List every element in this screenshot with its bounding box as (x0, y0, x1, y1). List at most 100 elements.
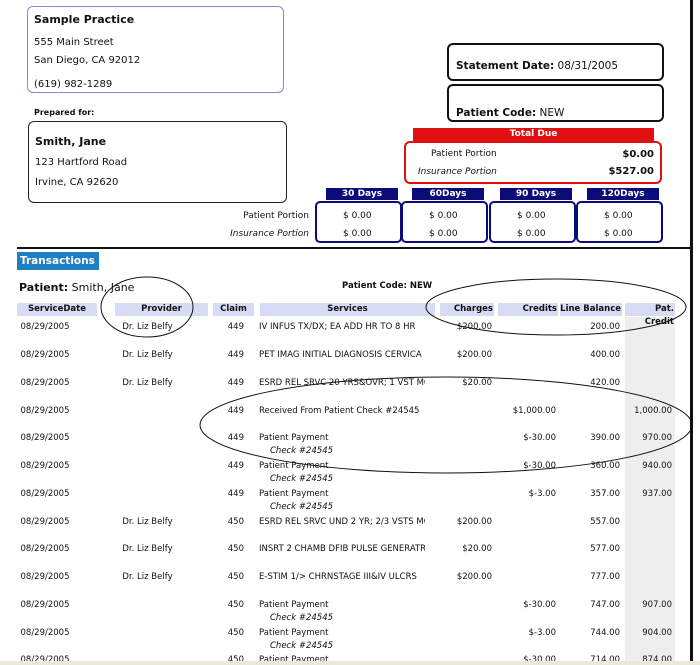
service-date: 08/29/2005 (20, 461, 70, 471)
line-balance: 577.00 (590, 544, 620, 554)
provider: Dr. Liz Belfy (122, 378, 173, 388)
prepared-for-box: Smith, Jane 123 Hartford Road Irvine, CA… (28, 121, 287, 203)
patient-label: Patient: (19, 281, 69, 294)
patient-city: Irvine, CA 92620 (35, 177, 119, 188)
prepared-for-label: Prepared for: (34, 108, 95, 117)
pat-credit: 970.00 (642, 433, 672, 443)
annotation-ellipse-columns (425, 278, 687, 336)
claim: 449 (227, 433, 244, 443)
credits: $-30.00 (523, 600, 556, 610)
service: E-STIM 1/> CHRNSTAGE III&IV ULCRS (259, 572, 417, 582)
service-date: 08/29/2005 (20, 655, 70, 665)
claim: 450 (227, 628, 244, 638)
right-border (690, 0, 693, 665)
statement-date: 08/31/2005 (557, 60, 619, 72)
pat-credit-column-bg (625, 317, 675, 665)
aging-insurance-value: $ 0.00 (429, 229, 458, 239)
line-balance: 357.00 (590, 489, 620, 499)
provider: Dr. Liz Belfy (122, 517, 173, 527)
pat-credit: 904.00 (642, 628, 672, 638)
credits: $-30.00 (523, 655, 556, 665)
aging-patient-value: $ 0.00 (604, 211, 633, 221)
column-header[interactable]: Charges (440, 303, 494, 316)
service: Patient Payment (259, 600, 329, 610)
claim: 449 (227, 378, 244, 388)
aging-bucket-label: 60Days (412, 188, 484, 200)
total-due-box: Patient Portion $0.00 Insurance Portion … (404, 141, 662, 184)
service: Patient Payment (259, 628, 329, 638)
claim: 449 (227, 350, 244, 360)
provider: Dr. Liz Belfy (122, 322, 173, 332)
claim: 449 (227, 489, 244, 499)
claim: 449 (227, 322, 244, 332)
aging-patient-value: $ 0.00 (429, 211, 458, 221)
transactions-tab[interactable]: Transactions (17, 252, 99, 270)
credits: $-30.00 (523, 433, 556, 443)
claim: 449 (227, 406, 244, 416)
aging-bucket-box: $ 0.00 $ 0.00 (489, 201, 576, 243)
pat-credit: 874.00 (642, 655, 672, 665)
service: ESRD REL SRVC UND 2 YR; 2/3 VSTS MC (259, 517, 425, 527)
charges: $200.00 (456, 350, 492, 360)
check-number: Check #24545 (270, 474, 334, 484)
column-header[interactable]: ServiceDate (17, 303, 97, 316)
provider: Dr. Liz Belfy (122, 350, 173, 360)
service-date: 08/29/2005 (20, 433, 70, 443)
column-header[interactable]: Pat. Credit (625, 303, 675, 327)
statement-date-box: Statement Date: 08/31/2005 (447, 43, 664, 81)
pat-credit: 940.00 (642, 461, 672, 471)
service-date: 08/29/2005 (20, 517, 70, 527)
total-insurance-label: Insurance Portion (418, 167, 497, 177)
column-header[interactable]: Credits (498, 303, 558, 316)
claim: 450 (227, 572, 244, 582)
patient-code-label: Patient Code: (456, 107, 537, 119)
practice-city: San Diego, CA 92012 (34, 55, 141, 66)
column-header[interactable]: Claim (213, 303, 254, 316)
service: PET IMAG INITIAL DIAGNOSIS CERVICA (259, 350, 422, 360)
line-balance: 747.00 (590, 600, 620, 610)
check-number: Check #24545 (270, 613, 334, 623)
line-balance: 400.00 (590, 350, 620, 360)
service-date: 08/29/2005 (20, 489, 70, 499)
transactions-patient-name: Smith, Jane (71, 281, 135, 294)
aging-bucket-label: 120Days (587, 188, 659, 200)
charges: $20.00 (462, 378, 492, 388)
credits: $-30.00 (523, 461, 556, 471)
aging-bucket-box: $ 0.00 $ 0.00 (576, 201, 663, 243)
line-balance: 777.00 (590, 572, 620, 582)
column-header[interactable]: Services (260, 303, 435, 316)
patient-code: NEW (539, 107, 565, 119)
aging-bucket-box: $ 0.00 $ 0.00 (401, 201, 488, 243)
credits: $-3.00 (528, 489, 556, 499)
service-date: 08/29/2005 (20, 628, 70, 638)
charges: $200.00 (456, 322, 492, 332)
column-header[interactable]: Provider (115, 303, 208, 316)
column-header[interactable]: Line Balance (560, 303, 622, 316)
credits: $1,000.00 (512, 406, 556, 416)
service: Received From Patient Check #24545 (259, 406, 420, 416)
service: Patient Payment (259, 461, 329, 471)
practice-name: Sample Practice (34, 13, 135, 26)
aging-insurance-value: $ 0.00 (343, 229, 372, 239)
claim: 450 (227, 544, 244, 554)
line-balance: 200.00 (590, 322, 620, 332)
bottom-bar (0, 661, 700, 665)
transactions-patient-code: Patient Code: NEW (342, 281, 433, 291)
charges: $20.00 (462, 544, 492, 554)
line-balance: 360.00 (590, 461, 620, 471)
provider: Dr. Liz Belfy (122, 572, 173, 582)
line-balance: 557.00 (590, 517, 620, 527)
aging-patient-label: Patient Portion (243, 211, 309, 221)
line-balance: 420.00 (590, 378, 620, 388)
practice-street: 555 Main Street (34, 37, 114, 48)
practice-box: Sample Practice 555 Main Street San Dieg… (27, 6, 284, 93)
provider: Dr. Liz Belfy (122, 544, 173, 554)
service-date: 08/29/2005 (20, 544, 70, 554)
service: INSRT 2 CHAMB DFIB PULSE GENERATR (259, 544, 425, 554)
statement-date-label: Statement Date: (456, 60, 555, 72)
service: ESRD REL SRVC 20 YRS&OVR; 1 VST MC (259, 378, 425, 388)
charges: $200.00 (456, 572, 492, 582)
charges: $200.00 (456, 517, 492, 527)
aging-patient-value: $ 0.00 (343, 211, 372, 221)
